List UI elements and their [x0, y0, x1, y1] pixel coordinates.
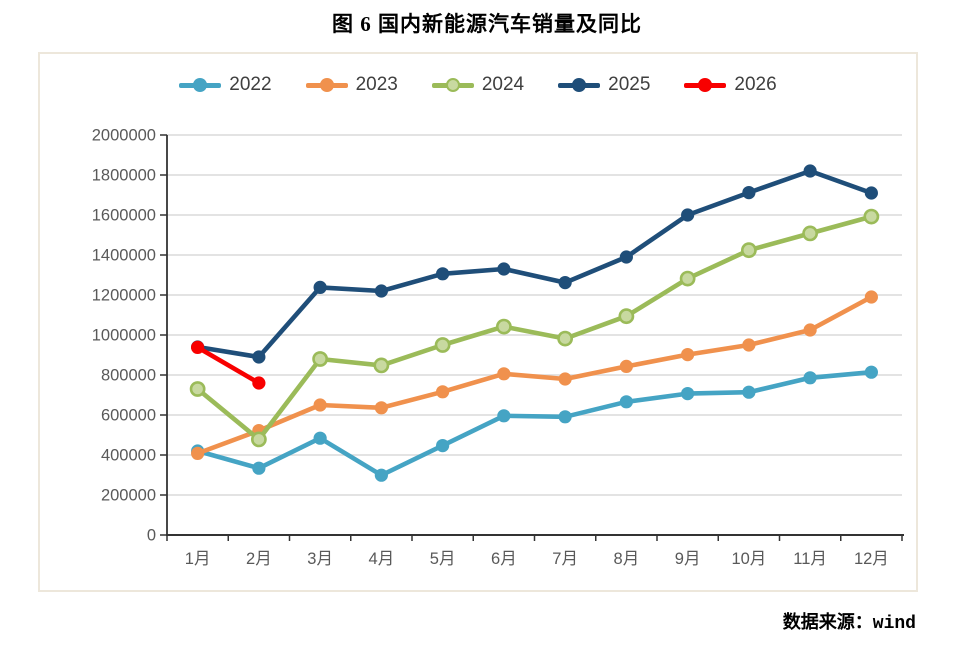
data-point-marker — [191, 446, 205, 460]
data-point-marker — [619, 395, 633, 409]
legend-label: 2022 — [229, 74, 272, 95]
y-axis-tick-label: 400000 — [101, 447, 156, 465]
x-axis-tick-label: 6月 — [491, 550, 517, 568]
data-point-marker — [618, 308, 635, 325]
data-point-marker — [313, 398, 327, 412]
data-point-marker — [252, 461, 266, 475]
data-point-marker — [495, 318, 512, 335]
series-2025 — [191, 164, 878, 364]
chart-container: 2022 2023 2024 2025 2026 0 200000 400000 60… — [38, 52, 918, 592]
data-point-marker — [740, 242, 757, 259]
data-point-marker — [681, 387, 695, 401]
data-point-marker — [373, 357, 390, 374]
line-dot-icon — [179, 78, 222, 92]
data-point-marker — [681, 208, 695, 222]
x-axis-tick-label: 11月 — [793, 550, 827, 568]
data-point-marker — [313, 431, 327, 445]
data-point-marker — [558, 372, 572, 386]
x-axis-tick-label: 1月 — [185, 550, 211, 568]
series-2022 — [191, 365, 878, 482]
data-point-marker — [497, 409, 511, 423]
data-point-marker — [864, 290, 878, 304]
data-point-marker — [191, 340, 205, 354]
data-point-marker — [497, 262, 511, 276]
x-axis-tick-label: 3月 — [307, 550, 333, 568]
legend-label: 2024 — [481, 74, 525, 95]
data-point-marker — [802, 225, 819, 242]
y-axis-tick-label: 1800000 — [92, 167, 156, 185]
legend-label: 2026 — [734, 74, 777, 95]
series-2023 — [191, 290, 878, 460]
data-point-marker — [313, 280, 327, 294]
data-point-marker — [436, 439, 450, 453]
y-axis-tick-label: 0 — [147, 527, 156, 545]
x-axis-tick-label: 5月 — [430, 550, 456, 568]
chart-title: 图 6 国内新能源汽车销量及同比 — [332, 12, 642, 36]
data-point-marker — [742, 338, 756, 352]
data-point-marker — [681, 348, 695, 362]
line-dot-icon — [305, 78, 348, 92]
data-point-marker — [374, 284, 388, 298]
data-point-marker — [864, 365, 878, 379]
data-point-marker — [557, 330, 574, 347]
series-2024 — [189, 208, 880, 448]
line-dot-icon — [684, 78, 727, 92]
data-point-marker — [742, 186, 756, 200]
line-dot-icon — [431, 78, 474, 92]
data-point-marker — [803, 371, 817, 385]
series-2026 — [191, 340, 266, 390]
y-axis-tick-label: 200000 — [101, 487, 156, 505]
data-point-marker — [374, 468, 388, 482]
legend-label: 2025 — [608, 74, 651, 95]
legend-item-2025: 2025 — [558, 74, 650, 96]
legend-item-2024: 2024 — [431, 74, 525, 96]
data-point-marker — [863, 208, 880, 225]
x-axis-tick-label: 4月 — [369, 550, 395, 568]
x-axis-tick-label: 9月 — [675, 550, 701, 568]
data-point-marker — [436, 385, 450, 399]
data-point-marker — [252, 376, 266, 390]
y-axis-tick-label: 600000 — [101, 407, 156, 425]
y-axis-tick-label: 1000000 — [92, 327, 156, 345]
legend-item-2023: 2023 — [305, 74, 398, 96]
x-axis-tick-label: 2月 — [246, 550, 272, 568]
data-point-marker — [434, 337, 451, 353]
y-axis-tick-label: 1200000 — [92, 287, 156, 305]
y-axis-tick-label: 2000000 — [92, 127, 156, 145]
source-note: 数据来源：wind — [782, 614, 916, 634]
data-point-marker — [312, 351, 329, 367]
x-axis-tick-label: 12月 — [854, 550, 889, 568]
y-axis-tick-label: 1400000 — [92, 247, 156, 265]
data-point-marker — [619, 359, 633, 373]
data-point-marker — [189, 381, 206, 397]
data-point-marker — [864, 186, 878, 200]
legend-item-2022: 2022 — [179, 74, 272, 96]
data-point-marker — [436, 267, 450, 281]
legend-label: 2023 — [355, 74, 398, 95]
data-point-marker — [250, 431, 267, 448]
x-axis-tick-label: 8月 — [614, 550, 640, 568]
line-dot-icon — [558, 78, 601, 92]
data-point-marker — [558, 276, 572, 290]
legend: 2022 2023 2024 2025 2026 — [40, 74, 916, 96]
y-axis-tick-label: 800000 — [101, 367, 156, 385]
data-point-marker — [497, 367, 511, 381]
y-axis-tick-label: 1600000 — [92, 207, 156, 225]
x-axis-tick-label: 7月 — [552, 550, 578, 568]
legend-item-2026: 2026 — [684, 74, 777, 96]
x-axis-tick-label: 10月 — [731, 550, 766, 568]
data-point-marker — [558, 410, 572, 424]
data-point-marker — [374, 401, 388, 415]
data-point-marker — [619, 250, 633, 264]
data-point-marker — [803, 164, 817, 178]
data-point-marker — [803, 323, 817, 337]
data-point-marker — [252, 350, 266, 364]
data-point-marker — [742, 385, 756, 399]
data-point-marker — [679, 270, 696, 287]
chart-svg: 0 200000 400000 600000 800000 1000000 1200000 1… — [92, 127, 904, 568]
